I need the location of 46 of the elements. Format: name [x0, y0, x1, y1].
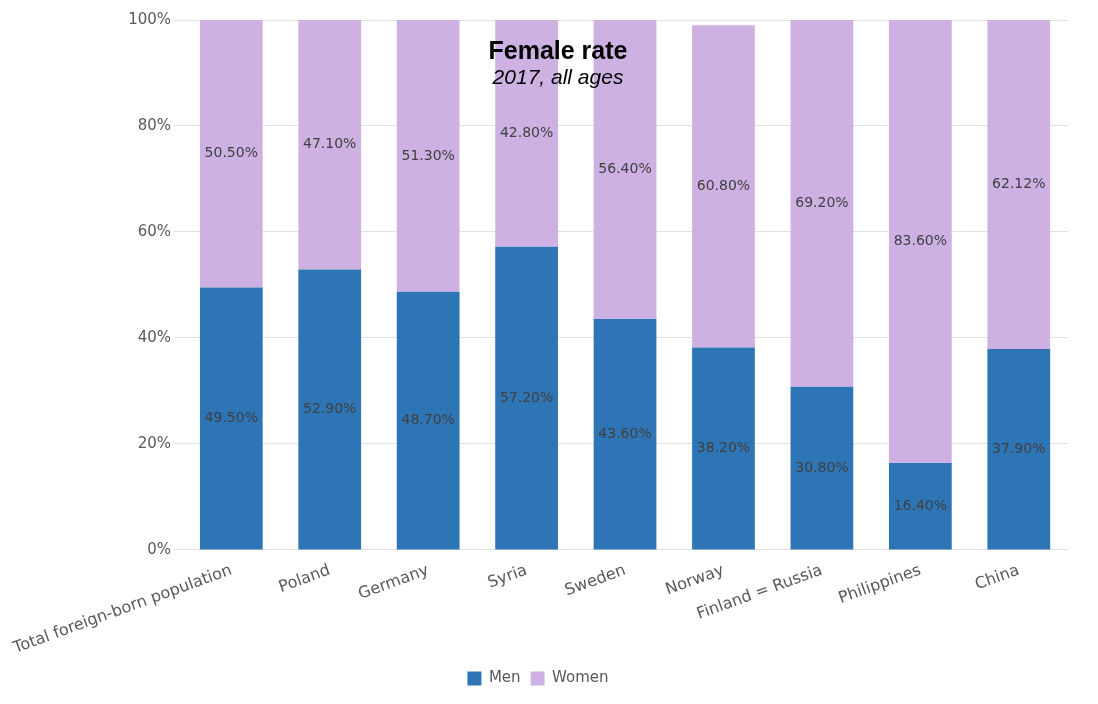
text: Female rate	[487, 36, 629, 65]
y-tick-label: 100%	[128, 9, 172, 28]
bar	[495, 246, 558, 550]
bar	[298, 20, 362, 270]
data-label: 56.40%	[598, 160, 652, 177]
y-tick-label: 60%	[137, 221, 172, 240]
data-label: 52.90%	[303, 400, 357, 417]
data-label: 43.60%	[598, 424, 652, 441]
data-label: 47.10%	[303, 135, 357, 152]
y-tick-label: 0%	[147, 539, 172, 558]
text: 2017, all ages	[491, 65, 625, 89]
y-tick-label: 80%	[137, 115, 172, 134]
data-label: 50.50%	[204, 144, 258, 161]
data-label: 38.20%	[696, 439, 751, 456]
legend-label: Men	[488, 668, 521, 687]
x-tick-label: Syria	[484, 559, 530, 592]
data-label: 69.20%	[795, 194, 849, 210]
data-label: 37.90%	[992, 439, 1046, 456]
x-tick-label: China	[972, 559, 1022, 594]
bar	[199, 20, 263, 288]
data-label: 16.40%	[893, 496, 948, 513]
bar	[888, 20, 952, 464]
bar	[396, 291, 460, 550]
bar	[790, 386, 854, 550]
data-label: 83.60%	[893, 232, 948, 249]
bar	[298, 269, 362, 550]
bar	[987, 349, 1051, 550]
bar	[987, 20, 1051, 350]
data-label: 57.20%	[499, 388, 554, 405]
bar	[790, 20, 854, 387]
data-label: 30.80%	[795, 458, 849, 475]
y-tick-label: 40%	[137, 327, 172, 346]
data-label: 48.70%	[401, 411, 455, 428]
y-tick-label: 20%	[137, 433, 172, 452]
data-label: 42.80%	[499, 124, 554, 141]
bar	[692, 25, 755, 348]
data-label: 49.50%	[204, 409, 258, 426]
bar	[593, 318, 657, 550]
bar	[692, 347, 755, 550]
data-label: 62.12%	[992, 175, 1046, 192]
bar	[199, 287, 263, 550]
bar	[396, 20, 460, 292]
data-label: 60.80%	[696, 177, 751, 194]
data-label: 51.30%	[401, 146, 455, 163]
legend-label: Women	[552, 668, 609, 687]
bar	[888, 463, 952, 550]
